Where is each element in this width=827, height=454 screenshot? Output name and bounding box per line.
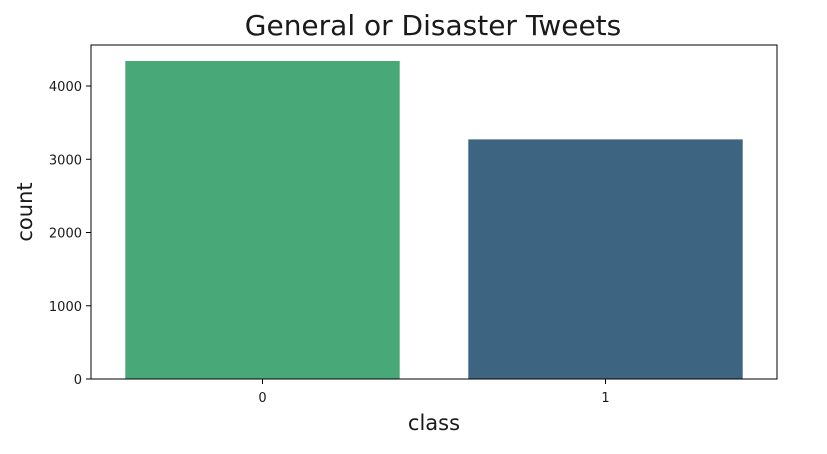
x-axis-label: class <box>408 411 460 435</box>
y-tick-label: 1000 <box>49 300 82 315</box>
chart-title: General or Disaster Tweets <box>245 9 621 42</box>
y-tick-label: 2000 <box>49 227 82 242</box>
y-tick-label: 0 <box>74 373 82 388</box>
y-axis-label: count <box>13 182 37 241</box>
plot-frame <box>90 44 778 380</box>
y-tick-label: 3000 <box>49 153 82 168</box>
bar-class-0 <box>125 61 400 379</box>
y-tick-label: 4000 <box>49 80 82 95</box>
bars-group <box>125 61 743 379</box>
y-axis-ticks: 0 1000 2000 3000 4000 <box>49 80 91 388</box>
bar-class-1 <box>468 139 743 379</box>
x-tick-label: 1 <box>601 391 609 406</box>
x-tick-label: 0 <box>258 391 266 406</box>
